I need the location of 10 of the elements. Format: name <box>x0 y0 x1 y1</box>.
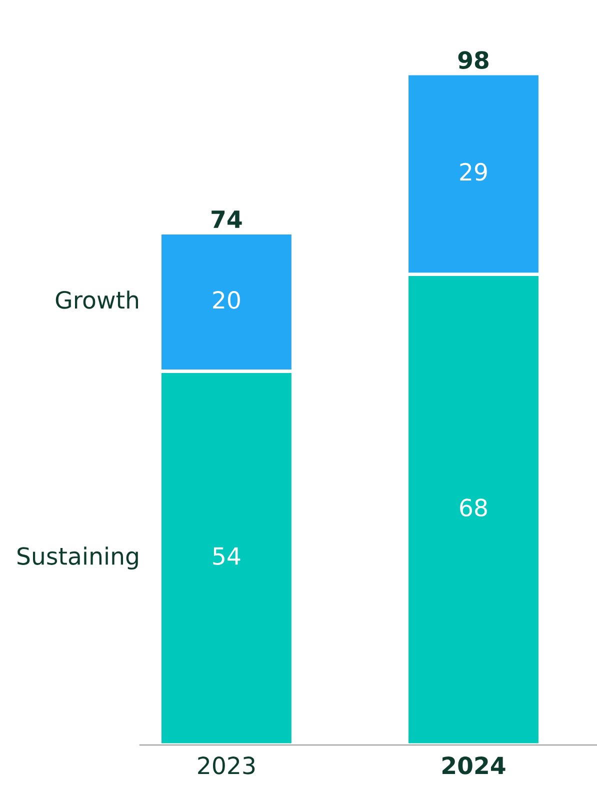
data-label: 68 <box>460 498 487 517</box>
data-label: 29 <box>460 162 487 181</box>
x-tick-label: 2024 <box>442 756 506 774</box>
series-label: Sustaining <box>18 546 138 570</box>
data-label: 20 <box>213 290 240 309</box>
total-label: 98 <box>458 51 488 69</box>
total-label: 74 <box>212 210 242 228</box>
data-label: 54 <box>213 547 240 565</box>
x-tick-label: 2023 <box>198 756 255 774</box>
series-label: Growth <box>56 290 138 309</box>
